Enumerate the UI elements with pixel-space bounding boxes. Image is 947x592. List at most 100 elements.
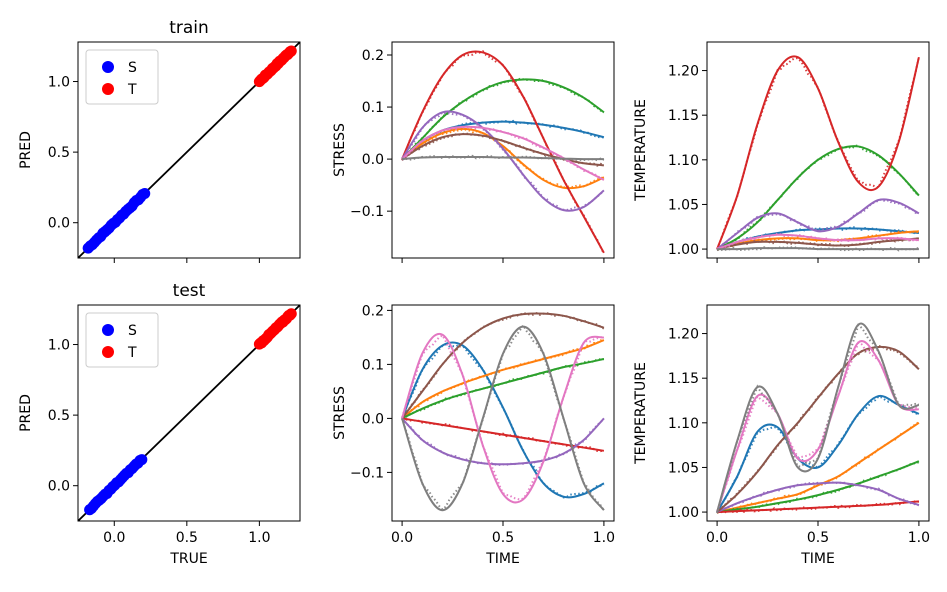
x-tick-label: 0.5 <box>176 530 198 546</box>
pred-line-pink <box>716 340 920 513</box>
legend-label: T <box>127 345 137 361</box>
legend-marker <box>102 346 114 358</box>
y-tick-label: 0.1 <box>362 357 384 373</box>
pred-line-pink <box>716 233 919 251</box>
y-tick-label: 1.20 <box>668 64 699 80</box>
y-tick-label: 1.0 <box>48 75 70 91</box>
point-S <box>136 454 148 466</box>
x-tick-label: 1.0 <box>593 530 615 546</box>
panel-test_temperature: 0.0 0.5 1.0 1.00 1.05 1.10 1.15 1.20 TIME TEMPERA… <box>633 304 930 567</box>
pred-line-brown <box>401 312 605 419</box>
y-axis-label: TEMPERATURE <box>633 362 649 465</box>
true-line-orange <box>716 230 920 251</box>
true-line-red <box>716 56 920 250</box>
y-tick-label: 0.0 <box>48 479 70 495</box>
legend-box <box>85 312 159 368</box>
x-tick-label: 0.0 <box>706 530 728 546</box>
y-tick-label: 0.0 <box>48 216 70 232</box>
panel-train_temperature: 1.00 1.05 1.10 1.15 1.20 TEMPERATURE <box>633 41 930 263</box>
legend-marker <box>102 324 114 336</box>
y-tick-label: 0.2 <box>362 303 384 319</box>
true-line-purple <box>401 111 605 211</box>
plot-area <box>78 305 300 521</box>
axes-frame <box>77 304 301 522</box>
y-tick-label: 1.10 <box>668 153 699 169</box>
pred-line-blue <box>716 394 920 513</box>
y-tick-label: 0.1 <box>362 100 384 116</box>
plot-area <box>716 322 920 515</box>
panel-train_stress: −0.1 0.0 0.1 0.2 STRESS <box>332 41 615 263</box>
y-tick-label: 1.05 <box>668 197 699 213</box>
true-line-gray <box>401 154 605 162</box>
axes-frame <box>706 304 930 522</box>
true-line-pink <box>716 232 920 250</box>
y-tick-label: 1.20 <box>668 327 699 343</box>
point-T <box>285 45 297 57</box>
true-line-red <box>401 50 605 255</box>
true-line-green <box>716 461 920 513</box>
y-tick-label: 0.0 <box>362 152 384 168</box>
axes-frame <box>77 41 301 259</box>
panel-test_parity: 0.0 0.5 1.0 0.0 0.5 1.0 test TRUE PRED ST <box>18 281 301 567</box>
pred-line-pink <box>401 125 605 181</box>
panel-title: test <box>173 281 206 301</box>
y-tick-label: 0.2 <box>362 48 384 64</box>
y-tick-label: 1.10 <box>668 416 699 432</box>
legend-box <box>85 49 159 105</box>
pred-line-purple <box>716 198 920 250</box>
true-line-green <box>716 144 920 250</box>
true-line-brown <box>716 344 920 514</box>
pred-line-green <box>401 78 605 160</box>
plot-area <box>78 42 300 258</box>
true-line-green <box>401 358 604 420</box>
point-S <box>139 187 151 199</box>
true-line-orange <box>716 421 920 514</box>
true-line-pink <box>401 125 604 180</box>
true-line-pink <box>401 333 605 501</box>
y-axis-label: STRESS <box>332 123 348 177</box>
panel-train_parity: 0.0 0.5 1.0 train PRED ST <box>18 18 301 263</box>
legend-label: S <box>128 323 137 339</box>
x-axis-label: TRUE <box>169 551 207 567</box>
x-tick-label: 0.0 <box>391 530 413 546</box>
legend-marker <box>102 61 114 73</box>
legend-marker <box>102 83 114 95</box>
true-line-orange <box>401 128 605 189</box>
true-line-red <box>401 417 605 453</box>
pred-line-brown <box>716 345 920 513</box>
x-tick-label: 1.0 <box>248 530 270 546</box>
y-axis-label: PRED <box>18 394 34 432</box>
panel-test_stress: 0.0 0.5 1.0 −0.1 0.0 0.1 0.2 TIME STRESS <box>332 303 615 567</box>
plot-area <box>401 50 605 255</box>
panel-title: train <box>169 18 209 38</box>
x-axis-label: TIME <box>485 551 520 567</box>
x-axis-label: TIME <box>800 551 835 567</box>
true-line-brown <box>716 236 920 252</box>
x-tick-label: 0.0 <box>103 530 125 546</box>
true-line-pink <box>716 341 920 512</box>
y-tick-label: 1.05 <box>668 460 699 476</box>
true-line-purple <box>716 480 920 514</box>
y-tick-label: −0.1 <box>350 465 384 481</box>
true-line-brown <box>401 311 605 419</box>
pred-line-blue <box>401 341 605 499</box>
x-tick-label: 0.5 <box>807 530 829 546</box>
y-tick-label: 1.15 <box>668 108 699 124</box>
x-tick-label: 0.5 <box>492 530 514 546</box>
pred-line-red <box>716 55 920 250</box>
point-T <box>285 308 297 320</box>
plot-area <box>716 55 920 252</box>
true-line-orange <box>401 339 605 419</box>
y-tick-label: −0.1 <box>350 204 384 220</box>
y-tick-label: 1.00 <box>668 242 699 258</box>
y-tick-label: 1.0 <box>48 338 70 354</box>
true-line-green <box>401 77 605 160</box>
true-line-purple <box>401 417 605 467</box>
pred-line-gray <box>716 322 920 513</box>
true-line-red <box>716 500 920 515</box>
y-axis-label: PRED <box>18 131 34 169</box>
plot-area <box>401 311 605 512</box>
pred-line-purple <box>401 417 605 466</box>
legend-label: T <box>127 82 137 98</box>
